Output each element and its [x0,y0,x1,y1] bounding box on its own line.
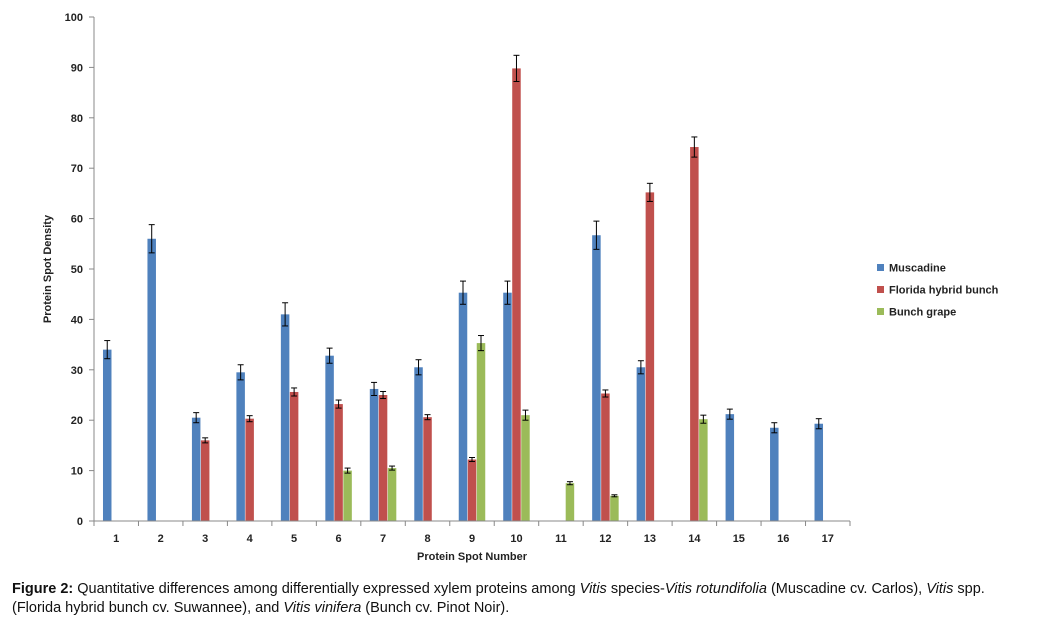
legend-label: Bunch grape [889,307,956,319]
legend-swatch [877,264,884,271]
bar [325,355,334,521]
legend-swatch [877,308,884,315]
bars [102,54,824,522]
x-tick-label: 10 [510,533,522,545]
x-tick-label: 1 [113,533,119,545]
y-tick-label: 100 [65,12,83,24]
bar [636,367,646,521]
bar [610,495,619,521]
legend-label: Florida hybrid bunch [889,285,999,297]
y-axis-title: Protein Spot Density [42,214,54,323]
bar [725,414,735,521]
x-tick-label: 11 [555,533,567,545]
bar [245,418,254,521]
caption-text: (Muscadine cv. Carlos), [766,581,927,597]
bar [503,292,512,521]
x-tick-label: 12 [599,533,611,545]
bar [414,367,423,521]
legend: Muscadine Florida hybrid bunch Bunch grape [877,263,999,319]
y-tick-label: 70 [71,163,83,175]
y-tick-label: 60 [71,214,83,226]
x-tick-label: 16 [777,533,789,545]
x-tick-label: 15 [733,533,745,545]
x-tick-label: 9 [469,533,475,545]
x-tick-label: 7 [380,533,386,545]
bar [200,440,210,521]
bar [458,292,468,521]
bar [521,415,530,521]
bar [592,235,601,521]
caption-italic: Vitis [579,581,607,597]
y-tick-label: 10 [71,466,83,478]
y-tick-label: 90 [71,62,83,74]
bar [343,470,352,521]
bar [280,314,290,521]
x-tick-label: 8 [424,533,430,545]
bar [289,391,299,521]
y-tick-label: 0 [77,516,83,528]
y-tick-label: 50 [71,264,83,276]
legend-label: Muscadine [889,263,946,275]
bar [512,68,521,522]
caption-italic: Vitis vinifera [283,600,362,616]
bar [423,417,432,521]
bar [334,404,343,521]
bar [369,388,379,521]
y-tick-label: 80 [71,113,83,125]
x-axis-title: Protein Spot Number [417,551,528,563]
x-tick-label: 17 [822,533,834,545]
legend-swatch [877,286,884,293]
caption-text: spp. (Florida hybrid bunch cv. Suwannee)… [12,581,985,616]
bar [770,427,779,521]
bar [378,395,388,521]
figure-caption: Figure 2: Quantitative differences among… [12,580,1032,618]
bar [476,343,486,521]
bar [191,417,201,521]
x-tick-label: 14 [688,533,701,545]
caption-label: Figure 2: [12,581,74,597]
bar [147,238,156,521]
y-tick-label: 30 [71,365,83,377]
caption-text: Quantitative differences among different… [73,581,580,597]
x-tick-label: 5 [291,533,297,545]
bar [387,468,397,521]
bar [102,349,112,521]
bar [565,483,575,521]
bar [236,372,245,521]
x-tick-label: 3 [202,533,208,545]
caption-text: species- [606,581,665,597]
bar [601,393,610,521]
bar [690,147,699,522]
y-tick-label: 20 [71,415,83,427]
bar [467,459,477,521]
x-tick-label: 6 [336,533,342,545]
x-tick-label: 2 [158,533,164,545]
caption-italic: Vitis rotundifolia [664,581,767,597]
y-tick-label: 40 [71,314,83,326]
bar [645,192,655,521]
x-tick-label: 4 [247,533,254,545]
caption-italic: Vitis [926,581,954,597]
x-tick-label: 13 [644,533,656,545]
bar [699,419,708,521]
caption-text: (Bunch cv. Pinot Noir). [361,600,510,616]
bar [814,423,824,521]
